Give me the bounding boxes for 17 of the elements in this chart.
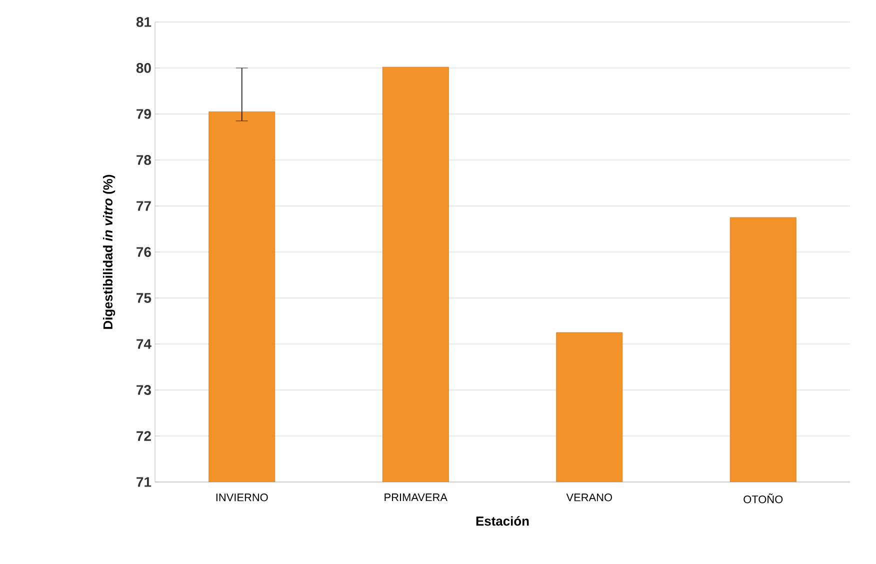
- y-axis-title: Digestibilidad in vitro (%): [102, 174, 116, 329]
- y-tick-label: 80: [136, 63, 151, 73]
- y-tick-label: 78: [136, 155, 152, 165]
- y-tick-label: 74: [136, 339, 152, 349]
- x-tick-label: VERANO: [566, 494, 612, 502]
- x-tick-label: PRIMAVERA: [384, 494, 448, 502]
- y-tick-label: 77: [136, 201, 151, 211]
- x-axis-title: Estación: [476, 516, 529, 526]
- y-tick-label: 71: [136, 477, 152, 487]
- x-tick-label: INVIERNO: [216, 494, 268, 502]
- x-tick-label: OTOÑO: [744, 494, 783, 504]
- y-tick-label: 72: [136, 431, 151, 441]
- y-tick-label: 75: [136, 293, 152, 303]
- y-tick-label: 81: [136, 17, 152, 27]
- y-tick-label: 79: [136, 109, 151, 119]
- y-tick-label: 73: [136, 385, 151, 395]
- y-tick-label: 76: [136, 247, 151, 257]
